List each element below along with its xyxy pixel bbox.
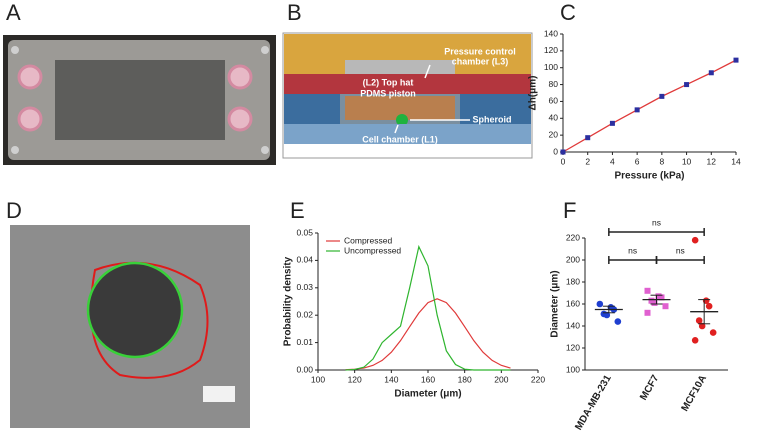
y-tick-label: 40 [549,113,559,123]
y-tick-label: 0.04 [296,255,313,265]
x-tick-label: 2 [585,156,590,166]
x-tick-label: 220 [531,374,545,384]
point [596,300,604,308]
marker [609,120,615,126]
x-tick-label: 160 [421,374,435,384]
x-tick-label: 4 [610,156,615,166]
x-tick-label: 14 [731,156,741,166]
significance-label: ns [676,245,685,255]
panel-label: C [560,0,576,25]
y-tick-label: 100 [544,62,558,72]
marker [708,70,714,76]
density-curve [345,244,511,371]
fit-line [562,59,737,153]
panel-label: A [6,0,21,25]
point [705,302,713,310]
marker [634,107,640,113]
point [614,318,622,325]
x-tick-label: 8 [659,156,664,166]
x-tick-label: 10 [682,156,692,166]
panel-label: B [287,0,302,25]
x-tick-label: MDA-MB-231 [573,373,614,432]
y-tick-label: 0.02 [296,309,313,319]
x-axis-label: Diameter (μm) [394,389,461,400]
x-tick-label: 12 [707,156,717,166]
y-axis-label: Δh(μm) [528,76,539,111]
y-tick-label: 120 [566,342,580,352]
y-tick-label: 0.05 [296,227,313,237]
y-tick-label: 220 [566,232,580,242]
point [651,299,658,306]
y-tick-label: 200 [566,254,580,264]
x-tick-label: MCF7 [638,373,661,402]
y-axis-label: Probability density [283,256,294,346]
y-tick-label: 0.00 [296,364,313,374]
x-tick-label: 0 [561,156,566,166]
marker [733,57,739,63]
y-tick-label: 180 [566,276,580,286]
panel-label: F [563,198,576,223]
x-tick-label: 200 [494,374,508,384]
device-diagram [282,32,533,159]
point [691,236,699,244]
point [644,287,651,294]
y-tick-label: 60 [549,96,559,106]
point [658,294,665,301]
significance-label: ns [628,245,637,255]
marker [560,149,566,155]
marker [585,135,591,141]
y-tick-label: 0.01 [296,337,313,347]
diagram-label: (L2) Top hat [363,77,414,87]
y-tick-label: 0 [553,146,558,156]
diagram-label: PDMS piston [360,88,416,98]
y-tick-label: 160 [566,298,580,308]
density-curve [345,298,511,371]
diagram-label: Pressure control [444,46,516,56]
marker [659,93,665,99]
point [662,303,669,310]
marker [684,82,690,88]
y-tick-label: 0.03 [296,282,313,292]
diagram-label: Spheroid [472,114,511,124]
x-tick-label: 140 [384,374,398,384]
diagram-label: chamber (L3) [452,56,509,66]
x-tick-label: 100 [311,374,325,384]
y-tick-label: 140 [566,320,580,330]
point [698,322,706,330]
y-tick-label: 20 [549,129,559,139]
y-tick-label: 100 [566,364,580,374]
x-axis-label: Pressure (kPa) [614,171,684,182]
x-tick-label: 6 [635,156,640,166]
point [709,329,717,336]
legend-label: Uncompressed [344,245,401,255]
point [603,311,611,319]
panel-label: D [6,198,22,223]
y-tick-label: 80 [549,79,559,89]
spheroid-image [10,225,250,428]
y-tick-label: 140 [544,28,558,38]
y-axis-label: Diameter (μm) [550,270,561,337]
x-tick-label: MCF10A [680,373,710,413]
diagram-label: Cell chamber (L1) [362,134,438,144]
y-tick-label: 120 [544,45,558,55]
significance-label: ns [652,217,661,227]
x-tick-label: 120 [348,374,362,384]
legend-label: Compressed [344,235,392,245]
point [644,309,651,316]
x-tick-label: 180 [458,374,472,384]
point [695,317,703,324]
panel-label: E [290,198,305,223]
device-photo [3,35,276,165]
point [691,337,699,344]
